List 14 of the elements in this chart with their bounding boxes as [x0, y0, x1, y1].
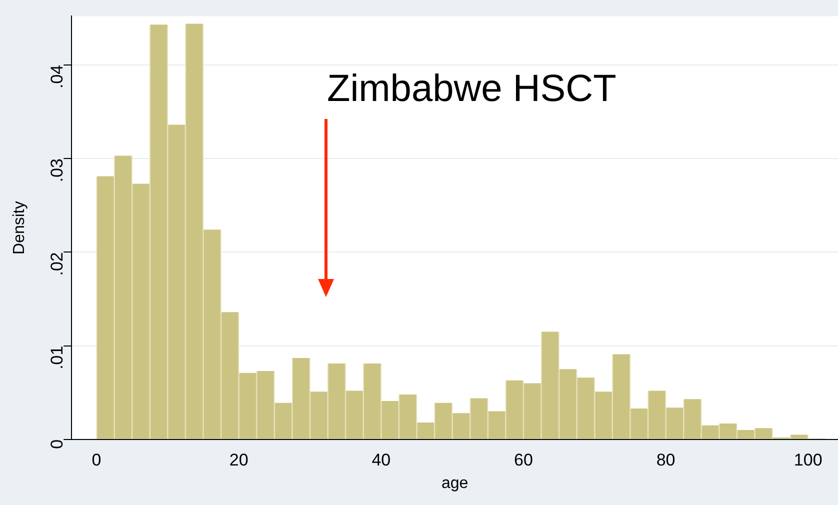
y-tick-label: .01	[47, 346, 66, 370]
x-tick-label: 20	[229, 450, 248, 470]
x-tick-label: 80	[656, 450, 676, 470]
x-axis-title: age	[441, 474, 468, 492]
x-tick-label: 40	[372, 450, 391, 470]
y-tick-label: .03	[47, 158, 66, 182]
y-tick-label: 0	[47, 439, 66, 449]
x-tick-label: 0	[92, 450, 102, 470]
annotation: Zimbabwe HSCT	[327, 68, 616, 110]
x-tick-label: 100	[794, 450, 822, 470]
y-tick-label: .04	[47, 64, 66, 89]
y-axis-title: Density	[11, 201, 28, 254]
x-tick-label: 60	[514, 450, 533, 470]
y-tick-label: .02	[47, 252, 66, 276]
